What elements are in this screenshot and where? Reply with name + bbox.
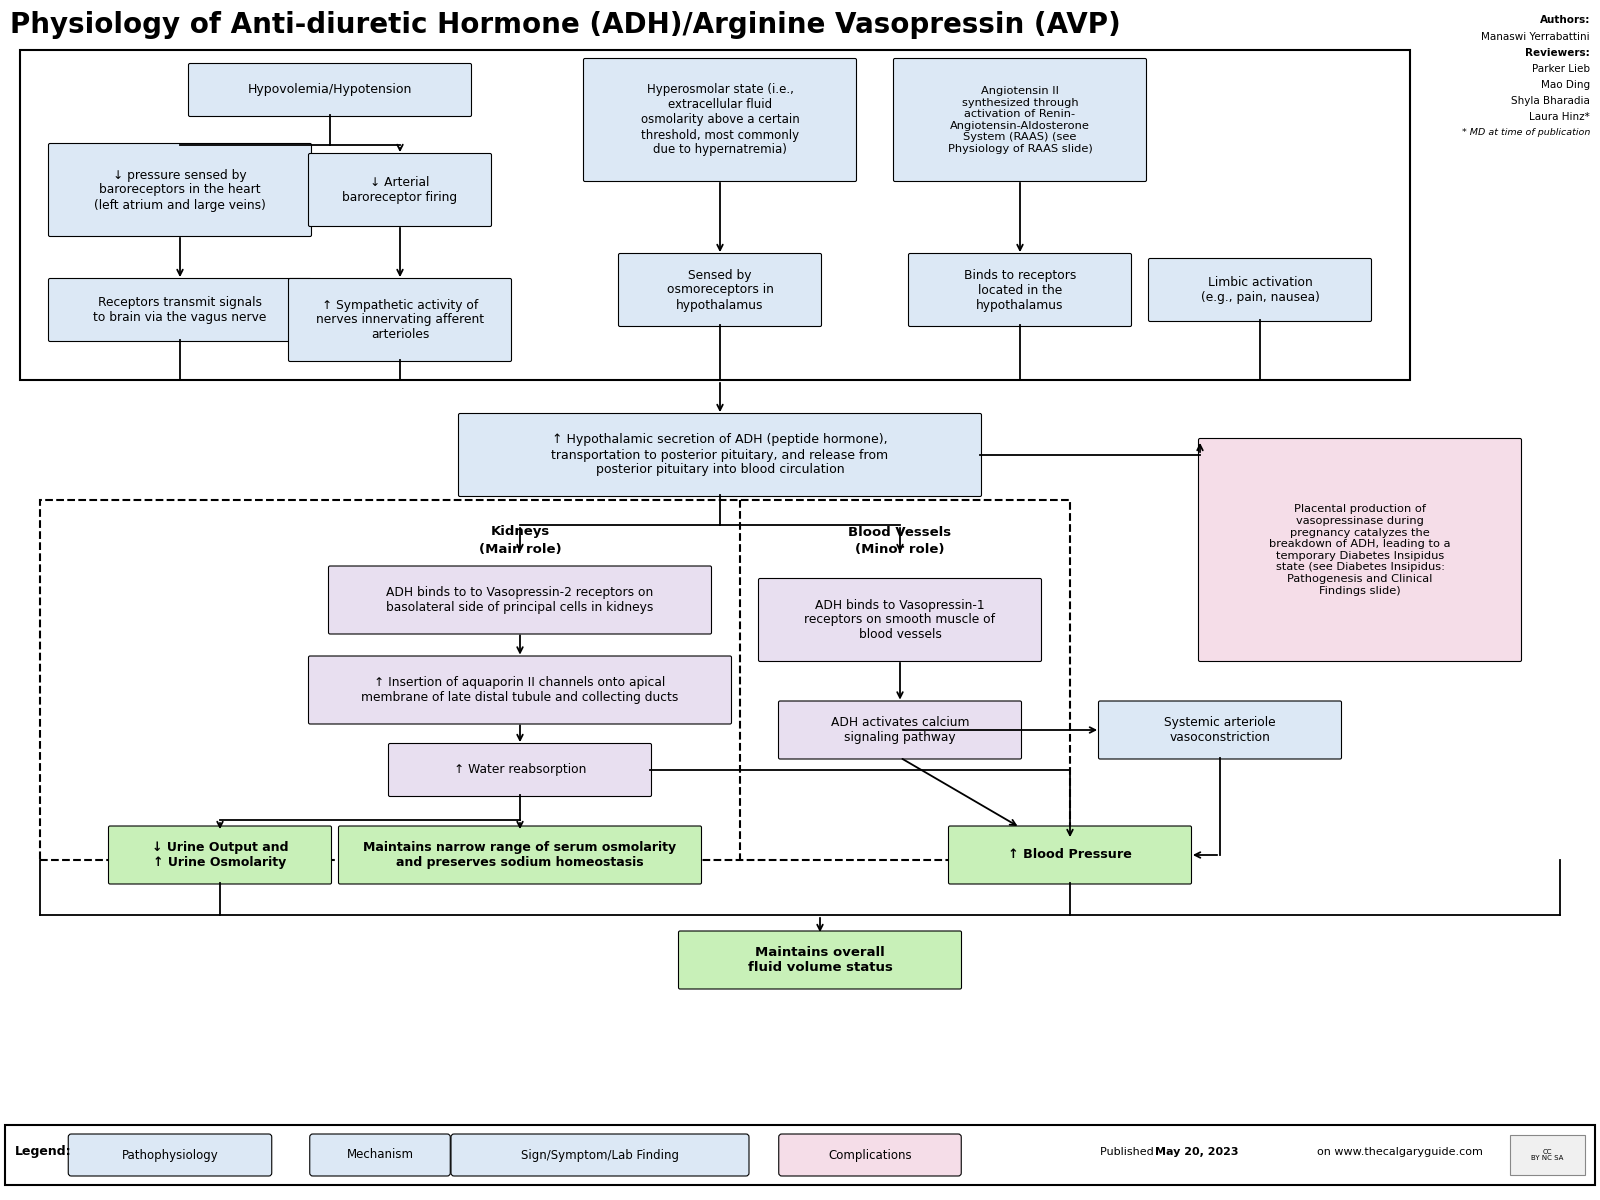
Text: Parker Lieb: Parker Lieb: [1533, 64, 1590, 74]
FancyBboxPatch shape: [779, 1134, 962, 1176]
Text: Physiology of Anti-diuretic Hormone (ADH)/Arginine Vasopressin (AVP): Physiology of Anti-diuretic Hormone (ADH…: [10, 11, 1120, 38]
Text: Reviewers:: Reviewers:: [1525, 48, 1590, 58]
Text: ↓ pressure sensed by
baroreceptors in the heart
(left atrium and large veins): ↓ pressure sensed by baroreceptors in th…: [94, 168, 266, 211]
Text: Mechanism: Mechanism: [347, 1148, 413, 1162]
FancyBboxPatch shape: [48, 278, 312, 342]
Text: ↓ Arterial
baroreceptor firing: ↓ Arterial baroreceptor firing: [342, 176, 458, 204]
Text: Laura Hinz*: Laura Hinz*: [1530, 112, 1590, 122]
Text: Maintains overall
fluid volume status: Maintains overall fluid volume status: [747, 946, 893, 974]
FancyBboxPatch shape: [309, 154, 491, 227]
Text: ↑ Sympathetic activity of
nerves innervating afferent
arterioles: ↑ Sympathetic activity of nerves innerva…: [315, 299, 485, 342]
Text: Legend:: Legend:: [14, 1146, 72, 1158]
FancyBboxPatch shape: [1198, 438, 1522, 661]
Text: ↑ Insertion of aquaporin II channels onto apical
membrane of late distal tubule : ↑ Insertion of aquaporin II channels ont…: [362, 676, 678, 704]
FancyBboxPatch shape: [109, 826, 331, 884]
Text: * MD at time of publication: * MD at time of publication: [1462, 128, 1590, 137]
FancyBboxPatch shape: [893, 59, 1147, 181]
Text: Published: Published: [1101, 1147, 1160, 1157]
FancyBboxPatch shape: [339, 826, 701, 884]
Text: on www.thecalgaryguide.com: on www.thecalgaryguide.com: [1310, 1147, 1483, 1157]
FancyBboxPatch shape: [451, 1134, 749, 1176]
Text: CC
BY NC SA: CC BY NC SA: [1531, 1148, 1563, 1162]
Text: (Main role): (Main role): [478, 544, 562, 557]
Text: May 20, 2023: May 20, 2023: [1155, 1147, 1238, 1157]
Text: ↑ Blood Pressure: ↑ Blood Pressure: [1008, 848, 1131, 862]
Text: Manaswi Yerrabattini: Manaswi Yerrabattini: [1482, 32, 1590, 42]
Text: ↑ Hypothalamic secretion of ADH (peptide hormone),
transportation to posterior p: ↑ Hypothalamic secretion of ADH (peptide…: [552, 433, 888, 476]
Text: ↑ Water reabsorption: ↑ Water reabsorption: [454, 763, 586, 776]
Text: Sensed by
osmoreceptors in
hypothalamus: Sensed by osmoreceptors in hypothalamus: [667, 269, 773, 312]
Text: Angiotensin II
synthesized through
activation of Renin-
Angiotensin-Aldosterone
: Angiotensin II synthesized through activ…: [947, 86, 1093, 154]
Text: Mao Ding: Mao Ding: [1541, 80, 1590, 90]
Text: (Minor role): (Minor role): [856, 544, 944, 557]
Text: ADH binds to to Vasopressin-2 receptors on
basolateral side of principal cells i: ADH binds to to Vasopressin-2 receptors …: [386, 586, 654, 614]
FancyBboxPatch shape: [619, 253, 821, 326]
Text: ADH binds to Vasopressin-1
receptors on smooth muscle of
blood vessels: ADH binds to Vasopressin-1 receptors on …: [805, 599, 995, 642]
FancyBboxPatch shape: [459, 414, 981, 497]
FancyBboxPatch shape: [949, 826, 1192, 884]
FancyBboxPatch shape: [1510, 1135, 1586, 1175]
FancyBboxPatch shape: [1099, 701, 1341, 758]
FancyBboxPatch shape: [288, 278, 512, 361]
Text: Shyla Bharadia: Shyla Bharadia: [1510, 96, 1590, 106]
Text: Systemic arteriole
vasoconstriction: Systemic arteriole vasoconstriction: [1165, 716, 1275, 744]
FancyBboxPatch shape: [909, 253, 1131, 326]
FancyBboxPatch shape: [1149, 258, 1371, 322]
Text: Hypovolemia/Hypotension: Hypovolemia/Hypotension: [248, 84, 413, 96]
Text: Maintains narrow range of serum osmolarity
and preserves sodium homeostasis: Maintains narrow range of serum osmolari…: [363, 841, 677, 869]
FancyBboxPatch shape: [5, 1126, 1595, 1186]
FancyBboxPatch shape: [310, 1134, 450, 1176]
Text: Receptors transmit signals
to brain via the vagus nerve: Receptors transmit signals to brain via …: [93, 296, 267, 324]
FancyBboxPatch shape: [328, 566, 712, 634]
FancyBboxPatch shape: [309, 656, 731, 724]
Text: ↓ Urine Output and
↑ Urine Osmolarity: ↓ Urine Output and ↑ Urine Osmolarity: [152, 841, 288, 869]
FancyBboxPatch shape: [389, 744, 651, 797]
Text: Sign/Symptom/Lab Finding: Sign/Symptom/Lab Finding: [522, 1148, 678, 1162]
FancyBboxPatch shape: [584, 59, 856, 181]
FancyBboxPatch shape: [189, 64, 472, 116]
Text: Limbic activation
(e.g., pain, nausea): Limbic activation (e.g., pain, nausea): [1200, 276, 1320, 304]
Text: Pathophysiology: Pathophysiology: [122, 1148, 218, 1162]
FancyBboxPatch shape: [758, 578, 1042, 661]
Text: Authors:: Authors:: [1539, 14, 1590, 25]
FancyBboxPatch shape: [678, 931, 962, 989]
FancyBboxPatch shape: [779, 701, 1021, 758]
Text: Blood Vessels: Blood Vessels: [848, 526, 952, 539]
FancyBboxPatch shape: [48, 144, 312, 236]
Text: Kidneys: Kidneys: [490, 526, 550, 539]
Text: Placental production of
vasopressinase during
pregnancy catalyzes the
breakdown : Placental production of vasopressinase d…: [1269, 504, 1451, 595]
Text: ADH activates calcium
signaling pathway: ADH activates calcium signaling pathway: [830, 716, 970, 744]
Text: Binds to receptors
located in the
hypothalamus: Binds to receptors located in the hypoth…: [963, 269, 1077, 312]
Text: Hyperosmolar state (i.e.,
extracellular fluid
osmolarity above a certain
thresho: Hyperosmolar state (i.e., extracellular …: [640, 84, 800, 156]
Text: Complications: Complications: [829, 1148, 912, 1162]
FancyBboxPatch shape: [69, 1134, 272, 1176]
